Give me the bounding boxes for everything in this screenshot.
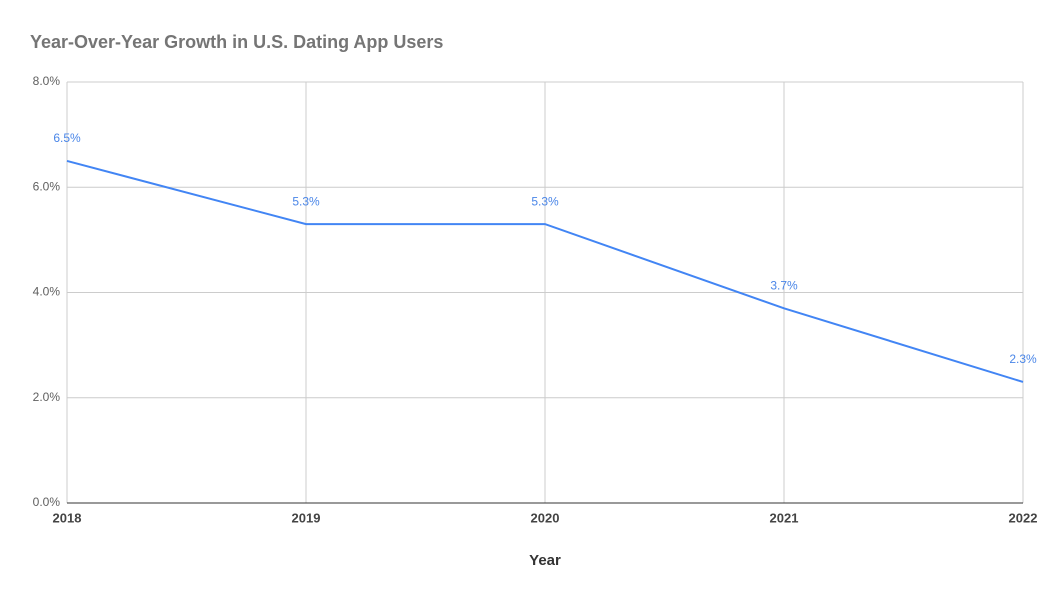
y-tick-label: 2.0% <box>33 390 61 404</box>
chart-title: Year-Over-Year Growth in U.S. Dating App… <box>30 32 443 52</box>
x-tick-label: 2018 <box>53 510 82 525</box>
x-tick-label: 2019 <box>292 510 321 525</box>
data-line <box>66 159 1024 383</box>
x-axis-title: Year <box>529 552 561 569</box>
data-label: 5.3% <box>292 194 320 208</box>
data-label: 2.3% <box>1009 352 1037 366</box>
y-tick-label: 8.0% <box>33 74 61 88</box>
y-tick-label: 4.0% <box>33 285 61 299</box>
data-label: 6.5% <box>53 131 81 145</box>
data-label: 5.3% <box>531 194 559 208</box>
x-tick-label: 2021 <box>770 510 799 525</box>
x-tick-label: 2020 <box>531 510 560 525</box>
y-tick-label: 6.0% <box>33 179 61 193</box>
x-tick-label: 2022 <box>1009 510 1038 525</box>
y-tick-label: 0.0% <box>33 495 61 509</box>
data-label: 3.7% <box>770 278 798 292</box>
